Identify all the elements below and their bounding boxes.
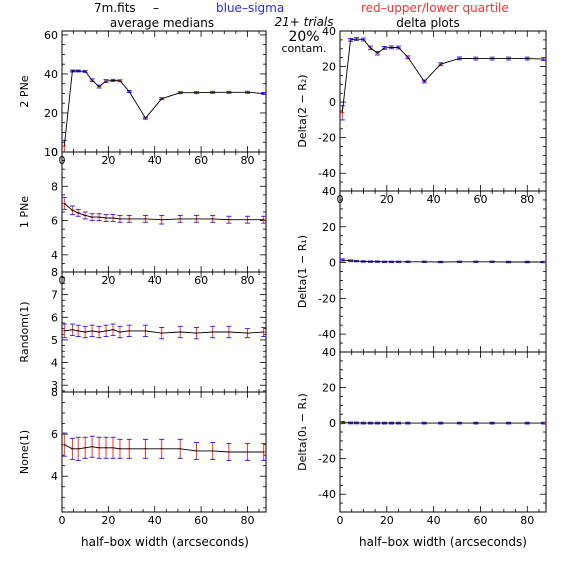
x-axis-label-right: half–box width (arcseconds) [359,535,527,549]
y-tick-label: 5 [51,334,58,347]
header-blue-label: blue–sigma [216,1,284,15]
panel-left-4: 0 20 40 60 80 4 6 8 None(1) [18,386,267,527]
y-tick-label: 20 [322,61,336,74]
x-tick-label: 40 [148,274,162,287]
x-axis-label-left: half–box width (arcseconds) [81,535,249,549]
x-tick-label: 20 [101,154,115,167]
header-file-label: 7m.fits [94,1,136,15]
x-tick-label: 80 [240,154,254,167]
y-tick-label: 3 [51,379,58,392]
y-tick-label: -20 [318,132,336,145]
y-tick-label: 0 [329,417,336,430]
y-tick-label: -40 [318,167,336,180]
x-tick-label: 80 [520,193,534,206]
y-tick-label: -20 [318,292,336,305]
y-tick-label: 40 [322,25,336,38]
x-tick-label: 0 [59,514,66,527]
series-line [64,203,264,221]
panel-left-2: 0 20 40 60 80 4 6 8 10 1 PNe [18,146,267,287]
y-tick-label: 4 [51,470,58,483]
series-line [63,70,264,147]
header-dash: – [153,1,159,15]
y-tick-label: 20 [322,382,336,395]
y-tick-label: 8 [51,386,58,399]
panel-frame [339,351,547,513]
panel-frame [61,30,267,153]
trials-label: 21+ trials [274,15,333,29]
y-tick-label: 10 [44,146,58,159]
x-tick-label: 60 [194,514,208,527]
series-line [341,38,544,113]
x-tick-label: 0 [337,514,344,527]
x-tick-label: 20 [101,274,115,287]
panel-frame [339,30,547,192]
x-tick-label: 40 [427,193,441,206]
y-tick-label: 40 [322,185,336,198]
x-tick-label: 80 [240,274,254,287]
y-tick-label: 0 [329,96,336,109]
contam-label: contam. [281,42,326,55]
left-panel-title: average medians [110,16,214,30]
panel-right-2: -40 -20 0 20 40 Delta(1 − R₁) [296,185,547,353]
y-tick-label: 60 [44,29,58,42]
y-axis-label: Random(1) [18,301,31,362]
panel-right-3: 0 20 40 60 80 -40 -20 0 20 40 Delta(0₁ − R₁) [296,346,547,527]
y-tick-label: 7 [51,289,58,302]
x-tick-label: 20 [380,514,394,527]
contam-percent: 20% [288,29,319,45]
x-tick-label: 40 [148,514,162,527]
y-tick-label: 0 [329,257,336,270]
panel-frame [61,391,267,513]
x-tick-label: 60 [473,514,487,527]
y-tick-label: 0 [51,146,58,159]
series-line [342,422,544,424]
y-tick-label: 8 [51,180,58,193]
y-tick-label: 8 [51,266,58,279]
x-tick-label: 20 [101,514,115,527]
y-tick-label: 4 [51,357,58,370]
y-axis-label: Delta(2 − R₂) [296,74,309,147]
x-tick-label: 80 [240,514,254,527]
y-tick-label: -20 [318,453,336,466]
y-tick-label: 6 [51,311,58,324]
x-tick-label: 40 [148,154,162,167]
x-tick-label: 80 [520,514,534,527]
x-tick-label: 60 [194,154,208,167]
y-tick-label: 4 [51,249,58,262]
y-tick-label: -40 [318,328,336,341]
y-tick-label: -40 [318,488,336,501]
x-tick-label: 60 [473,193,487,206]
x-tick-label: 40 [427,514,441,527]
y-tick-label: 6 [51,428,58,441]
y-tick-label: 20 [322,221,336,234]
panel-frame [339,190,547,353]
panel-frame [61,151,267,273]
x-tick-label: 20 [380,193,394,206]
y-axis-label: Delta(1 − R₁) [296,235,309,308]
y-tick-label: 6 [51,215,58,228]
y-tick-label: 40 [44,68,58,81]
series-line [342,259,544,263]
y-axis-label: Delta(0₁ − R₁) [296,393,309,471]
y-axis-label: None(1) [18,430,31,474]
series-line [64,444,264,453]
x-tick-label: 60 [194,274,208,287]
series-line [64,329,264,334]
y-axis-label: 2 PNe [18,75,31,107]
y-tick-label: 20 [44,107,58,120]
y-axis-label: 1 PNe [18,196,31,228]
y-tick-label: 40 [322,346,336,359]
header-red-label: red–upper/lower quartile [361,1,509,15]
panel-left-3: 3 4 5 6 7 8 Random(1) [18,266,267,393]
right-panel-title: delta plots [396,16,459,30]
